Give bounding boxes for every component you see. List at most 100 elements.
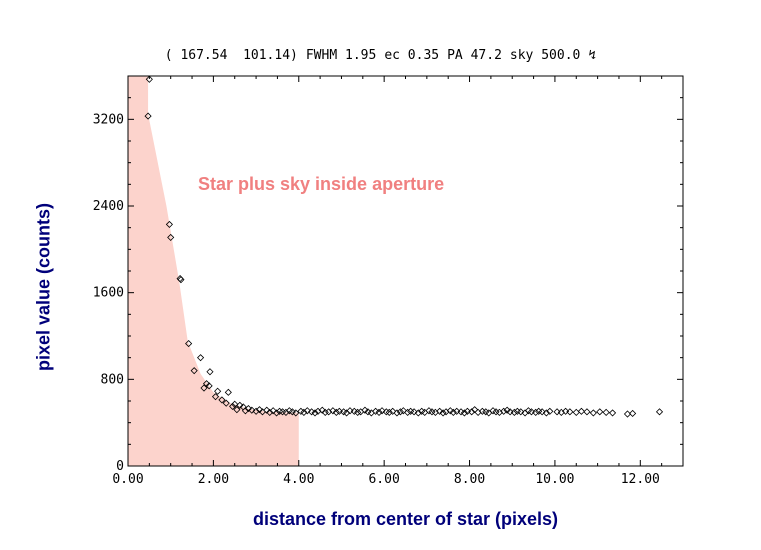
data-point	[517, 408, 525, 416]
data-point	[572, 408, 580, 416]
data-point	[211, 393, 220, 401]
y-tick-label: 800	[101, 372, 124, 387]
data-point	[566, 408, 574, 416]
sky-value: sky 500.0	[509, 48, 581, 63]
data-point	[393, 409, 401, 417]
data-point	[361, 406, 369, 414]
data-point	[542, 409, 550, 417]
data-point	[145, 75, 153, 83]
data-point	[439, 409, 447, 417]
data-point	[255, 406, 264, 414]
data-point	[399, 407, 407, 415]
x-tick-label: 4.00	[283, 472, 314, 487]
data-point	[589, 409, 597, 417]
y-tick-label: 2400	[93, 199, 124, 214]
data-point	[269, 407, 277, 415]
data-point	[321, 408, 329, 416]
data-point	[532, 408, 540, 416]
data-point	[503, 406, 511, 414]
data-point	[489, 407, 497, 415]
data-point	[335, 407, 343, 415]
data-point	[449, 408, 457, 416]
data-point	[282, 408, 290, 416]
data-point	[236, 401, 244, 409]
y-tick-label: 3200	[93, 112, 124, 127]
data-point	[557, 408, 565, 416]
data-point	[224, 388, 232, 396]
data-point	[538, 408, 546, 416]
position-angle-value: PA 47.2	[447, 48, 502, 63]
data-point	[300, 408, 308, 416]
data-point	[241, 407, 249, 415]
data-point	[577, 407, 585, 415]
data-point	[596, 408, 604, 416]
data-point	[200, 384, 208, 392]
data-point	[463, 407, 471, 415]
data-point	[231, 400, 239, 408]
data-point	[273, 409, 281, 417]
data-point	[233, 406, 241, 414]
data-point	[263, 406, 271, 414]
data-point	[222, 399, 230, 407]
data-point	[562, 407, 570, 415]
plot-header: ( 167.54 101.14) FWHM 1.95 ec 0.35 PA 47.2 s…	[0, 48, 761, 63]
x-tick-label: 12.00	[621, 472, 660, 487]
data-point	[185, 340, 193, 348]
data-point	[177, 276, 185, 284]
data-point	[389, 407, 397, 415]
data-point	[190, 367, 198, 375]
data-point	[311, 409, 319, 417]
data-point	[629, 409, 637, 418]
data-point	[468, 408, 476, 416]
data-point	[546, 407, 554, 415]
data-point	[527, 408, 536, 416]
data-point	[197, 354, 205, 362]
data-point	[410, 408, 418, 416]
data-point	[510, 408, 518, 416]
fwhm-value: FWHM 1.95	[305, 48, 377, 63]
data-point	[414, 409, 422, 417]
data-point	[292, 409, 300, 417]
data-point	[506, 408, 514, 416]
centroid-coords: ( 167.54 101.14)	[164, 48, 298, 63]
data-point	[214, 387, 222, 395]
data-point	[404, 408, 412, 416]
data-point	[602, 408, 610, 416]
data-point	[453, 407, 461, 415]
data-point	[165, 220, 173, 228]
x-tick-label: 6.00	[368, 472, 399, 487]
data-point	[396, 408, 404, 416]
data-point	[446, 407, 454, 415]
x-tick-label: 8.00	[454, 472, 485, 487]
x-tick-label: 10.00	[535, 472, 574, 487]
data-point	[495, 408, 503, 416]
data-point	[266, 408, 274, 416]
data-point	[471, 406, 479, 414]
data-point	[167, 233, 175, 241]
ellipticity-value: ec 0.35	[384, 48, 440, 63]
data-point	[206, 368, 214, 376]
data-point	[655, 408, 664, 416]
data-point	[144, 112, 152, 120]
data-point	[460, 409, 468, 417]
data-point	[229, 402, 237, 410]
data-point	[375, 408, 383, 416]
data-point	[346, 407, 354, 415]
data-point	[436, 407, 444, 415]
data-point	[252, 407, 260, 415]
data-point	[248, 406, 256, 414]
y-tick-label: 0	[116, 459, 124, 474]
data-point	[442, 408, 450, 416]
data-point	[485, 409, 493, 417]
data-point	[325, 408, 333, 416]
x-axis-label: distance from center of star (pixels)	[252, 509, 559, 529]
data-point	[244, 405, 252, 413]
y-axis-label: pixel value (counts)	[33, 202, 54, 372]
data-point	[314, 407, 322, 415]
data-point	[553, 408, 561, 416]
data-point	[385, 408, 393, 416]
x-tick-label: 2.00	[198, 472, 229, 487]
y-tick-label: 1600	[93, 286, 124, 301]
x-tick-label: 0.00	[112, 472, 143, 487]
